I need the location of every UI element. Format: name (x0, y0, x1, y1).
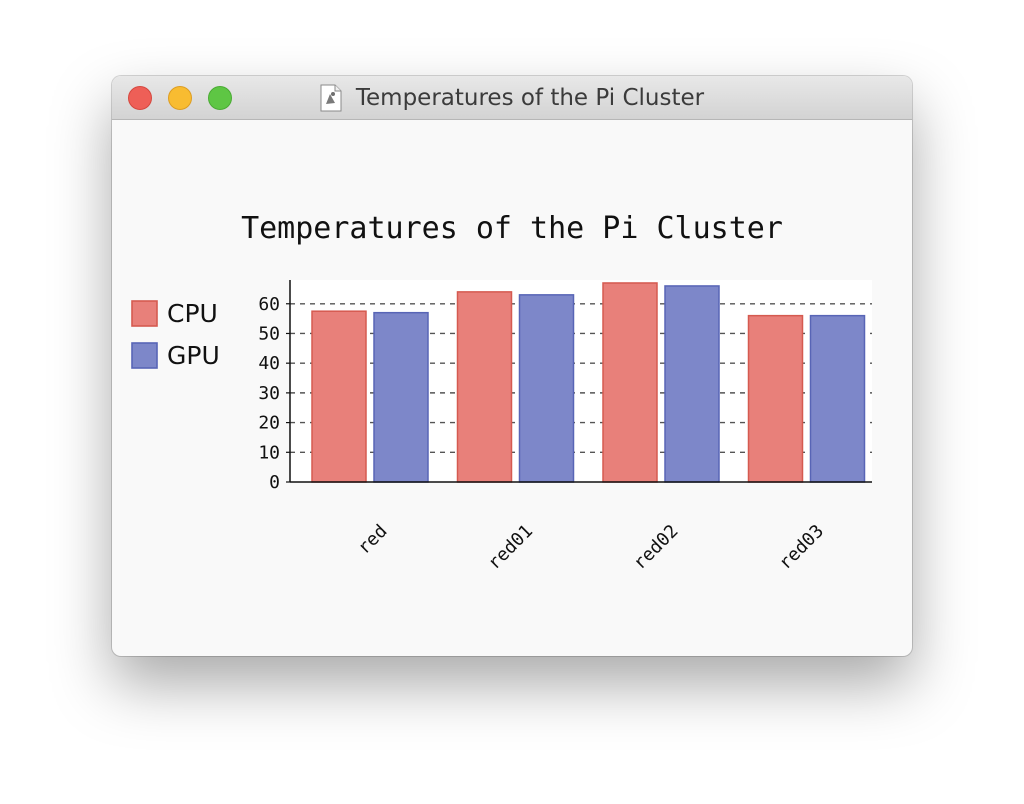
bar-cpu-red01 (456, 291, 513, 483)
window-title: Temperatures of the Pi Cluster (355, 84, 705, 111)
legend-label-gpu: GPU (167, 341, 220, 370)
bar-gpu-red02 (664, 285, 720, 483)
title-bar[interactable]: Temperatures of the Pi Cluster (112, 76, 912, 120)
bar-gpu-red03 (809, 314, 866, 483)
bar-cpu-red (311, 310, 367, 483)
x-tick-label: red (354, 521, 392, 559)
y-tick-label: 10 (258, 442, 280, 463)
legend-swatch-gpu (131, 342, 158, 369)
x-tick-label: red01 (484, 521, 537, 574)
document-icon (320, 84, 342, 111)
y-tick-label: 60 (258, 294, 280, 315)
x-tick-label: red02 (629, 521, 682, 574)
minimize-button[interactable] (168, 86, 192, 110)
bar-gpu-red (373, 311, 429, 483)
bar-cpu-red02 (602, 282, 658, 483)
window-title-group: Temperatures of the Pi Cluster (112, 76, 912, 119)
y-tick-label: 30 (258, 383, 280, 404)
bar-chart: Temperatures of the Pi Cluster CPU GPU 0 1… (131, 211, 872, 574)
y-tick-label: 0 (269, 472, 280, 493)
bar-gpu-red01 (518, 294, 575, 483)
y-tick-label: 20 (258, 413, 280, 434)
chart-legend: CPU GPU (131, 299, 220, 370)
bar-cpu-red03 (747, 314, 804, 483)
maximize-button[interactable] (208, 86, 232, 110)
legend-swatch-cpu (131, 300, 158, 327)
x-tick-label: red03 (775, 521, 828, 574)
legend-label-cpu: CPU (167, 299, 218, 328)
chart-area: Temperatures of the Pi Cluster CPU GPU 0 1… (112, 120, 912, 656)
chart-title: Temperatures of the Pi Cluster (241, 211, 783, 246)
y-tick-label: 50 (258, 323, 280, 344)
chart-plot: 0 10 20 30 40 50 60 red red01 red02 red03 (258, 280, 872, 574)
close-button[interactable] (128, 86, 152, 110)
y-tick-label: 40 (258, 353, 280, 374)
app-window: Temperatures of the Pi Cluster Temperatu… (112, 76, 912, 656)
